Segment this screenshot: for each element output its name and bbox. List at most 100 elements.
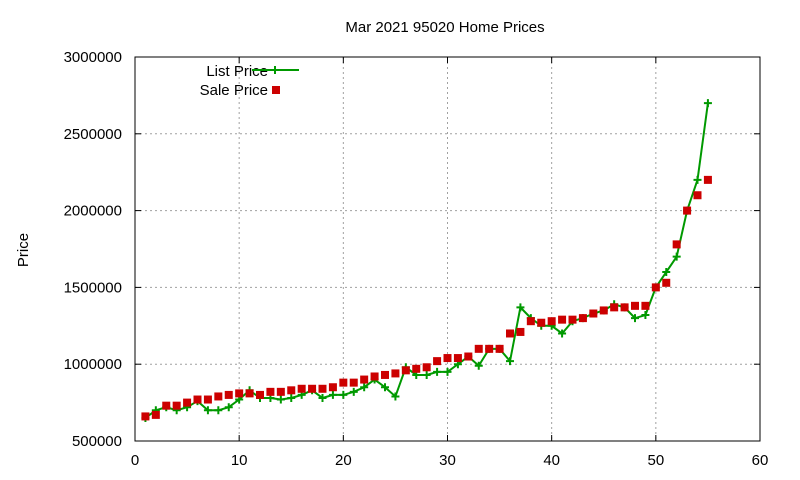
sale-price-point — [672, 240, 681, 249]
sale-price-point — [308, 384, 317, 393]
list-price-point — [641, 311, 650, 320]
sale-price-point — [495, 344, 504, 353]
list-price-point — [693, 175, 702, 184]
sale-price-point — [537, 318, 546, 327]
y-axis-label: Price — [15, 233, 32, 267]
plot-frame — [134, 56, 761, 442]
sale-price-point — [276, 387, 285, 396]
sale-price-point — [256, 390, 264, 399]
sale-price-point — [151, 410, 160, 419]
list-price-point — [203, 406, 212, 415]
sale-price-point — [474, 344, 483, 353]
sale-price-point — [203, 395, 212, 404]
list-price-point — [516, 303, 525, 312]
sale-price-point — [651, 283, 660, 292]
y-tick-label: 1500000 — [64, 279, 122, 296]
sale-price-point — [224, 390, 233, 399]
list-price-point — [276, 395, 285, 404]
list-price-point — [506, 357, 514, 366]
data-series — [141, 99, 712, 422]
axis-ticks: 0 10 20 30 40 50 60 500000 1000000 1500000 2000000… — [64, 49, 769, 469]
sale-price-point — [193, 395, 202, 404]
sale-price-point — [464, 352, 473, 361]
series-0 — [141, 99, 712, 422]
sale-price-point — [360, 375, 369, 384]
list-price-point — [224, 403, 233, 412]
sale-price-point — [703, 175, 712, 184]
sale-price-point — [328, 383, 337, 392]
x-tick-label: 40 — [543, 452, 560, 469]
sale-price-point — [578, 314, 587, 323]
sale-price-point — [245, 389, 254, 398]
list-price-point — [318, 393, 327, 402]
sale-price-point — [610, 303, 619, 312]
list-price-point — [381, 383, 389, 392]
sale-price-point — [558, 315, 567, 324]
sale-price-point — [599, 306, 608, 315]
chart-title: Mar 2021 95020 Home Prices — [345, 19, 544, 36]
list-price-point — [422, 370, 431, 379]
sale-price-point — [235, 389, 244, 398]
list-price-point — [360, 383, 369, 392]
list-price-point — [672, 252, 681, 261]
sale-price-point — [162, 401, 171, 410]
list-price-point — [214, 406, 223, 415]
sale-price-point — [297, 384, 306, 393]
sale-price-point — [318, 384, 327, 393]
sale-price-point — [547, 317, 556, 326]
y-tick-label: 3000000 — [64, 49, 122, 66]
list-price-point — [433, 367, 442, 376]
sale-price-point — [339, 378, 348, 387]
legend-label-sale-price: Sale Price — [200, 82, 268, 99]
sale-price-point — [172, 401, 181, 410]
sale-price-point — [516, 327, 525, 336]
sale-price-point — [526, 317, 535, 326]
sale-price-point — [370, 372, 379, 381]
sale-price-point — [443, 354, 452, 363]
y-tick-label: 2000000 — [64, 203, 122, 220]
sale-price-point — [506, 329, 514, 338]
legend-marker-list-price — [271, 66, 279, 74]
x-tick-label: 30 — [439, 452, 456, 469]
list-price-point — [349, 387, 358, 396]
x-tick-label: 20 — [335, 452, 352, 469]
x-tick-label: 0 — [131, 452, 139, 469]
sale-price-point — [683, 206, 692, 215]
series-1 — [141, 175, 712, 421]
sale-price-point — [287, 386, 296, 395]
sale-price-point — [662, 278, 671, 287]
grid — [135, 57, 760, 441]
sale-price-point — [693, 191, 702, 200]
sale-price-point — [381, 370, 389, 379]
list-price-point — [662, 268, 671, 277]
x-tick-label: 60 — [752, 452, 769, 469]
sale-price-point — [391, 369, 400, 378]
sale-price-point — [641, 301, 650, 310]
list-price-point — [391, 392, 400, 401]
list-price-point — [339, 390, 348, 399]
y-tick-label: 500000 — [72, 433, 122, 450]
sale-price-point — [266, 387, 275, 396]
legend: List Price Sale Price — [200, 63, 299, 99]
list-price-point — [443, 367, 452, 376]
sale-price-point — [183, 398, 192, 407]
legend-marker-sale-price — [272, 86, 280, 94]
x-tick-label: 10 — [231, 452, 248, 469]
sale-price-point — [141, 412, 150, 421]
sale-price-point — [401, 366, 410, 375]
list-price-point — [558, 329, 567, 338]
list-price-point — [631, 314, 639, 323]
sale-price-point — [568, 315, 577, 324]
legend-label-list-price: List Price — [206, 63, 268, 80]
list-price-point — [474, 361, 483, 370]
sale-price-point — [214, 392, 223, 401]
sale-price-point — [485, 344, 494, 353]
sale-price-point — [589, 309, 598, 318]
y-tick-label: 2500000 — [64, 126, 122, 143]
sale-price-point — [453, 354, 462, 363]
sale-price-point — [349, 378, 358, 387]
y-tick-label: 1000000 — [64, 356, 122, 373]
sale-price-point — [412, 364, 421, 373]
list-price-point — [328, 390, 337, 399]
